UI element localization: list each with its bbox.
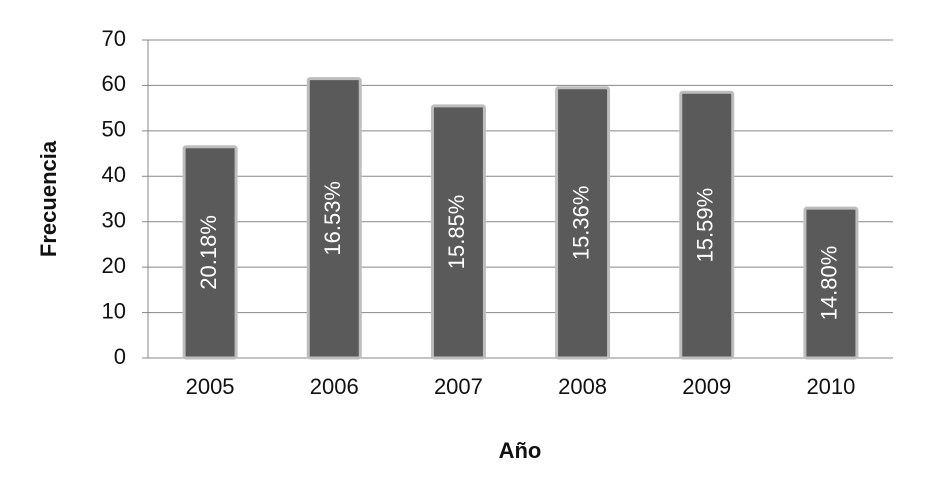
y-tick-label: 50 <box>102 117 126 142</box>
y-tick-label: 40 <box>102 162 126 187</box>
bar-annotation: 14.80% <box>817 246 842 321</box>
y-tick-label: 20 <box>102 253 126 278</box>
x-tick-label: 2009 <box>682 374 731 399</box>
y-tick-label: 0 <box>114 344 126 369</box>
x-axis-title: Año <box>499 438 542 463</box>
bar-annotation: 15.85% <box>444 195 469 270</box>
x-tick-label: 2007 <box>434 374 483 399</box>
x-tick-label: 2006 <box>310 374 359 399</box>
y-tick-label: 70 <box>102 26 126 51</box>
y-tick-label: 30 <box>102 208 126 233</box>
bar-annotation: 20.18% <box>196 215 221 290</box>
bar <box>679 90 735 360</box>
y-tick-label: 10 <box>102 298 126 323</box>
bar <box>182 145 238 360</box>
bar <box>430 104 486 360</box>
bar-annotation: 15.36% <box>568 186 593 261</box>
x-tick-label: 2005 <box>186 374 235 399</box>
bar-annotation: 15.59% <box>693 188 718 263</box>
x-tick-label: 2008 <box>558 374 607 399</box>
y-axis-title: Frecuencia <box>36 140 61 257</box>
bar-annotation: 16.53% <box>320 181 345 256</box>
x-tick-label: 2010 <box>806 374 855 399</box>
bar <box>306 77 362 360</box>
bar <box>555 86 611 360</box>
bar <box>803 206 859 360</box>
y-tick-label: 60 <box>102 71 126 96</box>
